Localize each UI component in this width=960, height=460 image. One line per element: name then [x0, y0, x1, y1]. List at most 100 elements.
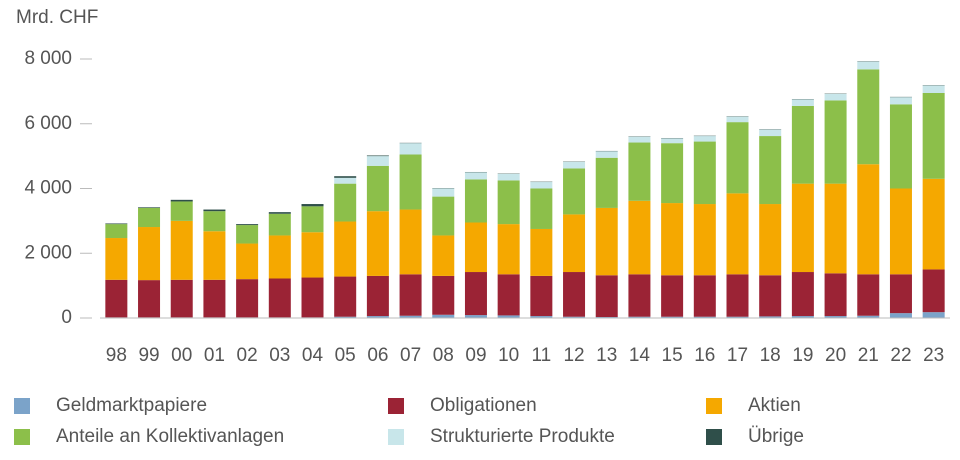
x-tick-label: 03 [269, 345, 290, 366]
legend-label: Aktien [748, 395, 801, 416]
y-tick-label: 6 000 [24, 113, 72, 134]
bar-segment [138, 280, 161, 318]
legend-label: Übrige [748, 426, 804, 447]
bar-segment [464, 272, 487, 316]
bar-segment [203, 279, 226, 318]
bar-segment [922, 269, 945, 313]
bar-segment [824, 316, 847, 318]
bar-segment [334, 176, 357, 178]
x-tick-label: 05 [335, 345, 356, 366]
bar-segment [334, 221, 357, 277]
bar-segment [563, 214, 586, 273]
y-tick-label: 2 000 [24, 242, 72, 263]
bar-segment [759, 129, 782, 137]
bar-segment [857, 274, 880, 316]
x-tick-label: 21 [858, 345, 879, 366]
bar-segment [366, 165, 389, 212]
bar-segment [661, 203, 684, 276]
bar-segment [334, 177, 357, 184]
legend-label: Geldmarktpapiere [56, 395, 207, 416]
bar-segment [105, 279, 128, 318]
y-tick-label: 4 000 [24, 178, 72, 199]
x-tick-label: 11 [531, 345, 551, 366]
bar-segment [464, 222, 487, 273]
bar-segment [563, 272, 586, 317]
x-tick-label: 22 [890, 345, 911, 366]
bar-segment [236, 279, 259, 318]
bar-segment [628, 200, 651, 275]
x-tick-label: 04 [302, 345, 324, 366]
bar-segment [334, 316, 357, 318]
bar-segment [399, 154, 422, 210]
bar-segment [497, 224, 520, 275]
bar-segment [399, 143, 422, 155]
bar-segment [203, 209, 226, 212]
bar-segment [922, 312, 945, 318]
bar-segment [366, 156, 389, 166]
bar-segment [759, 316, 782, 318]
bar-segment [170, 201, 193, 221]
bar-segment [366, 275, 389, 317]
bar-segment [563, 316, 586, 318]
bar-segment [366, 155, 389, 157]
bar-segment [563, 161, 586, 169]
bar-segment [759, 275, 782, 317]
bar-segment [759, 204, 782, 276]
bar-segment [857, 69, 880, 165]
bar-segment [170, 279, 193, 318]
bar-segment [530, 275, 553, 317]
bar-segment [432, 275, 455, 315]
bar-segment [399, 315, 422, 318]
bar-segment [726, 122, 749, 194]
bar-segment [693, 316, 716, 318]
bar-segment [268, 278, 291, 318]
bar-segment [105, 238, 128, 280]
x-tick-label: 15 [662, 345, 683, 366]
bar-segment [759, 136, 782, 205]
bar-segment [726, 193, 749, 275]
bar-segment [268, 235, 291, 279]
bar-segment [595, 151, 618, 158]
bar-segment [399, 209, 422, 275]
bar-segment [464, 179, 487, 223]
bar-segment [791, 316, 814, 318]
bar-segment [301, 277, 324, 318]
y-tick-label: 0 [61, 307, 72, 328]
legend-swatch [388, 398, 404, 414]
bar-segment [399, 274, 422, 316]
bar-segment [530, 228, 553, 276]
x-tick-label: 07 [400, 345, 421, 366]
bar-segment [922, 85, 945, 93]
bar-segment [366, 211, 389, 276]
bar-segment [170, 220, 193, 280]
bar-segment [889, 188, 912, 275]
bar-segment [236, 225, 259, 244]
legend-label: Obligationen [430, 395, 537, 416]
bar-segment [497, 173, 520, 181]
legend-swatch [388, 429, 404, 445]
x-tick-label: 09 [465, 345, 486, 366]
x-tick-label: 19 [792, 345, 813, 366]
bar-segment [693, 275, 716, 317]
x-tick-label: 13 [596, 345, 617, 366]
bar-segment [497, 180, 520, 225]
bar-segment [170, 199, 193, 202]
bar-segment [268, 213, 291, 236]
bar-segment [889, 313, 912, 318]
bar-segment [791, 105, 814, 184]
bar-segment [889, 274, 912, 314]
bar-segment [138, 207, 161, 228]
bar-segment [791, 272, 814, 317]
bar-segment [628, 274, 651, 317]
bar-segment [693, 204, 716, 276]
x-tick-label: 20 [825, 345, 846, 366]
bar-segment [236, 224, 259, 226]
bar-segment [791, 99, 814, 106]
bar-segment [824, 183, 847, 274]
x-tick-label: 02 [237, 345, 258, 366]
bar-segment [138, 207, 161, 208]
bar-segment [824, 100, 847, 184]
bar-segment [301, 232, 324, 278]
y-axis-label: Mrd. CHF [16, 7, 98, 28]
